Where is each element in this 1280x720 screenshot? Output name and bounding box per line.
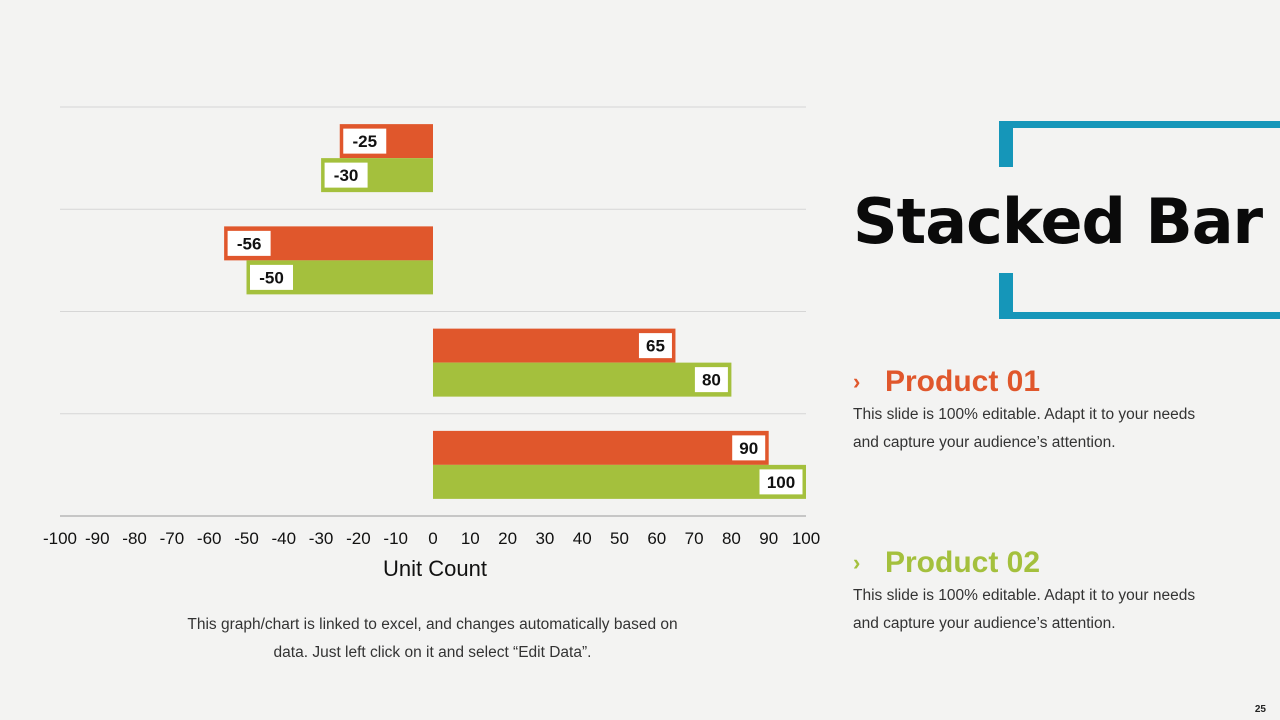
chevron-right-icon: › [853, 550, 861, 575]
x-tick-label: -80 [122, 529, 147, 548]
x-axis-title: Unit Count [383, 556, 487, 581]
x-tick-label: 100 [792, 529, 820, 548]
x-tick-label: 10 [461, 529, 480, 548]
x-tick-label: -90 [85, 529, 110, 548]
bar-product-02 [433, 362, 732, 397]
x-tick-label: -50 [234, 529, 259, 548]
legend-label: Product 01 [885, 365, 1041, 398]
x-tick-label: 50 [610, 529, 629, 548]
data-label-box [323, 161, 369, 189]
bar-product-01 [433, 430, 769, 465]
bar-chart: -100 -90 -80 -70 -60 -50 -40 -30 -20 -10 0 10 20 30 40… [43, 106, 820, 548]
data-label: 65 [646, 337, 665, 356]
x-tick-label: 90 [759, 529, 778, 548]
description-line: This slide is 100% editable. Adapt it to… [853, 587, 1196, 604]
legend-item-product-01: › Product 01 This slide is 100% editable… [853, 365, 1253, 457]
x-tick-label: -60 [197, 529, 222, 548]
x-tick-label: 80 [722, 529, 741, 548]
data-label: -50 [259, 268, 284, 287]
slide-title: Stacked Bar [853, 185, 1263, 258]
x-tick-label: -70 [160, 529, 185, 548]
legend-item-product-02: › Product 02 This slide is 100% editable… [853, 546, 1253, 638]
data-label-box [693, 366, 729, 394]
x-tick-label: 30 [535, 529, 554, 548]
bar-product-01 [433, 328, 676, 363]
chart-note-line: This graph/chart is linked to excel, and… [187, 616, 678, 633]
chart-note: This graph/chart is linked to excel, and… [160, 611, 705, 667]
x-tick-label: 40 [573, 529, 592, 548]
data-label-box [249, 263, 294, 291]
title-frame-top [999, 121, 1280, 167]
x-tick-label: 60 [647, 529, 666, 548]
data-label: 90 [739, 439, 758, 458]
data-label: 100 [767, 473, 795, 492]
legend-label: Product 02 [885, 546, 1041, 579]
data-label: -56 [237, 234, 262, 253]
chevron-right-icon: › [853, 369, 861, 394]
data-label-box [758, 468, 804, 496]
bar-product-02 [433, 464, 806, 499]
data-label: 80 [702, 371, 721, 390]
x-tick-label: -10 [383, 529, 408, 548]
title-frame-bottom [999, 273, 1280, 319]
page-number: 25 [1254, 704, 1266, 715]
legend-description: This slide is 100% editable. Adapt it to… [853, 401, 1253, 457]
data-label: -30 [334, 166, 359, 185]
description-line: and capture your audience’s attention. [853, 434, 1116, 451]
data-label-box [342, 127, 388, 155]
description-line: and capture your audience’s attention. [853, 615, 1116, 632]
x-tick-label: -40 [272, 529, 297, 548]
x-tick-label: 0 [428, 529, 437, 548]
data-label-box [731, 434, 767, 462]
data-label-box [226, 229, 272, 257]
chart-note-line: data. Just left click on it and select “… [273, 644, 592, 661]
legend-description: This slide is 100% editable. Adapt it to… [853, 582, 1253, 638]
description-line: This slide is 100% editable. Adapt it to… [853, 406, 1196, 423]
x-tick-label: 20 [498, 529, 517, 548]
data-label: -25 [352, 132, 377, 151]
x-tick-label: 70 [685, 529, 704, 548]
x-tick-label: -100 [43, 529, 77, 548]
data-label-box [637, 332, 673, 360]
x-tick-label: -20 [346, 529, 371, 548]
x-tick-label: -30 [309, 529, 334, 548]
